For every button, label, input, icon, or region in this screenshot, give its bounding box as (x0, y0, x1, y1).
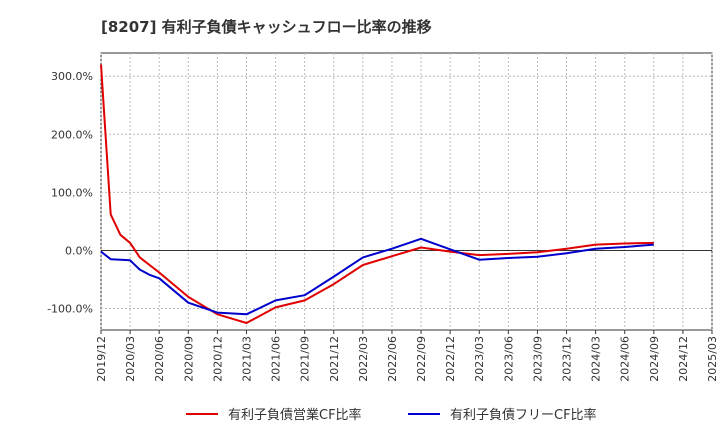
y-tick-label: 300.0% (51, 70, 93, 83)
x-tick-label: 2022/12 (444, 336, 457, 382)
x-tick-label: 2024/03 (590, 336, 603, 382)
x-tick-label: 2023/03 (473, 336, 486, 382)
x-tick-label: 2021/06 (270, 336, 283, 382)
x-tick-label: 2021/03 (240, 336, 253, 382)
y-tick-label: 0.0% (65, 244, 93, 257)
x-tick-label: 2021/12 (328, 336, 341, 382)
y-tick-label: 200.0% (51, 128, 93, 141)
x-tick-label: 2019/12 (95, 336, 108, 382)
series-line-2 (100, 237, 654, 316)
x-tick-label: 2022/09 (415, 336, 428, 382)
x-tick-label: 2024/09 (648, 336, 661, 382)
x-tick-label: 2024/06 (619, 336, 632, 382)
x-tick-label: 2020/12 (211, 336, 224, 382)
x-tick-label: 2020/03 (124, 336, 137, 382)
x-tick-label: 2020/09 (182, 336, 195, 382)
x-tick-label: 2020/06 (153, 336, 166, 382)
x-tick-label: 2022/03 (357, 336, 370, 382)
plot-area (100, 52, 713, 331)
x-tick-label: 2025/03 (706, 336, 719, 382)
x-tick-label: 2023/09 (531, 336, 544, 382)
chart-title: [8207] 有利子負債キャッシュフロー比率の推移 (101, 18, 432, 36)
x-tick-label: 2022/06 (386, 336, 399, 382)
legend-label-1: 有利子負債営業CF比率 (228, 407, 362, 423)
x-tick-label: 2021/09 (299, 336, 312, 382)
legend-label-2: 有利子負債フリーCF比率 (450, 407, 597, 423)
series-line-1 (100, 64, 654, 324)
y-tick-label: 100.0% (51, 186, 93, 199)
x-tick-label: 2023/12 (561, 336, 574, 382)
x-tick-label: 2024/12 (677, 336, 690, 382)
x-tick-label: 2023/06 (502, 336, 515, 382)
y-tick-label: -100.0% (47, 303, 93, 316)
